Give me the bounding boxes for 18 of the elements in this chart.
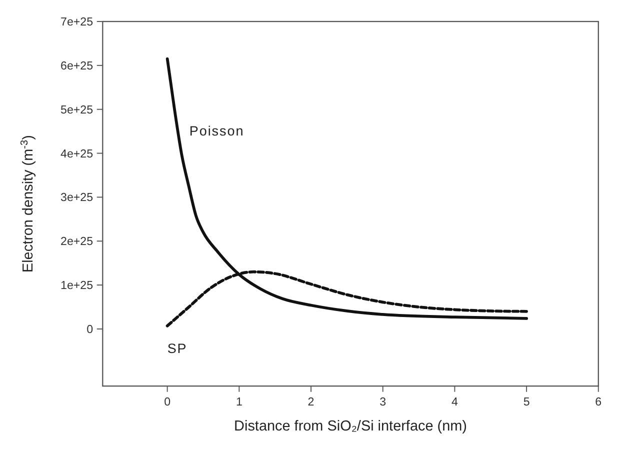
x-tick-label: 6 xyxy=(595,396,602,408)
series-label: Poisson xyxy=(189,123,244,138)
x-axis-title: Distance from SiO₂/Si interface (nm) xyxy=(234,418,467,434)
y-tick-label: 0 xyxy=(86,324,94,336)
x-tick-label: 5 xyxy=(523,396,530,408)
y-tick-label: 6e+25 xyxy=(60,60,94,72)
y-tick-label: 4e+25 xyxy=(60,148,94,160)
series-label: SP xyxy=(167,340,188,356)
y-tick-label: 1e+25 xyxy=(60,280,94,292)
x-tick-label: 2 xyxy=(308,396,314,408)
y-tick-label: 5e+25 xyxy=(60,104,94,116)
x-tick-label: 0 xyxy=(164,396,171,408)
y-tick-label: 7e+25 xyxy=(60,16,94,29)
x-tick-label: 4 xyxy=(451,396,458,408)
y-tick-label: 3e+25 xyxy=(60,192,94,204)
x-tick-label: 3 xyxy=(380,396,386,408)
x-tick-label: 1 xyxy=(236,396,242,408)
y-tick-label: 2e+25 xyxy=(60,236,94,248)
